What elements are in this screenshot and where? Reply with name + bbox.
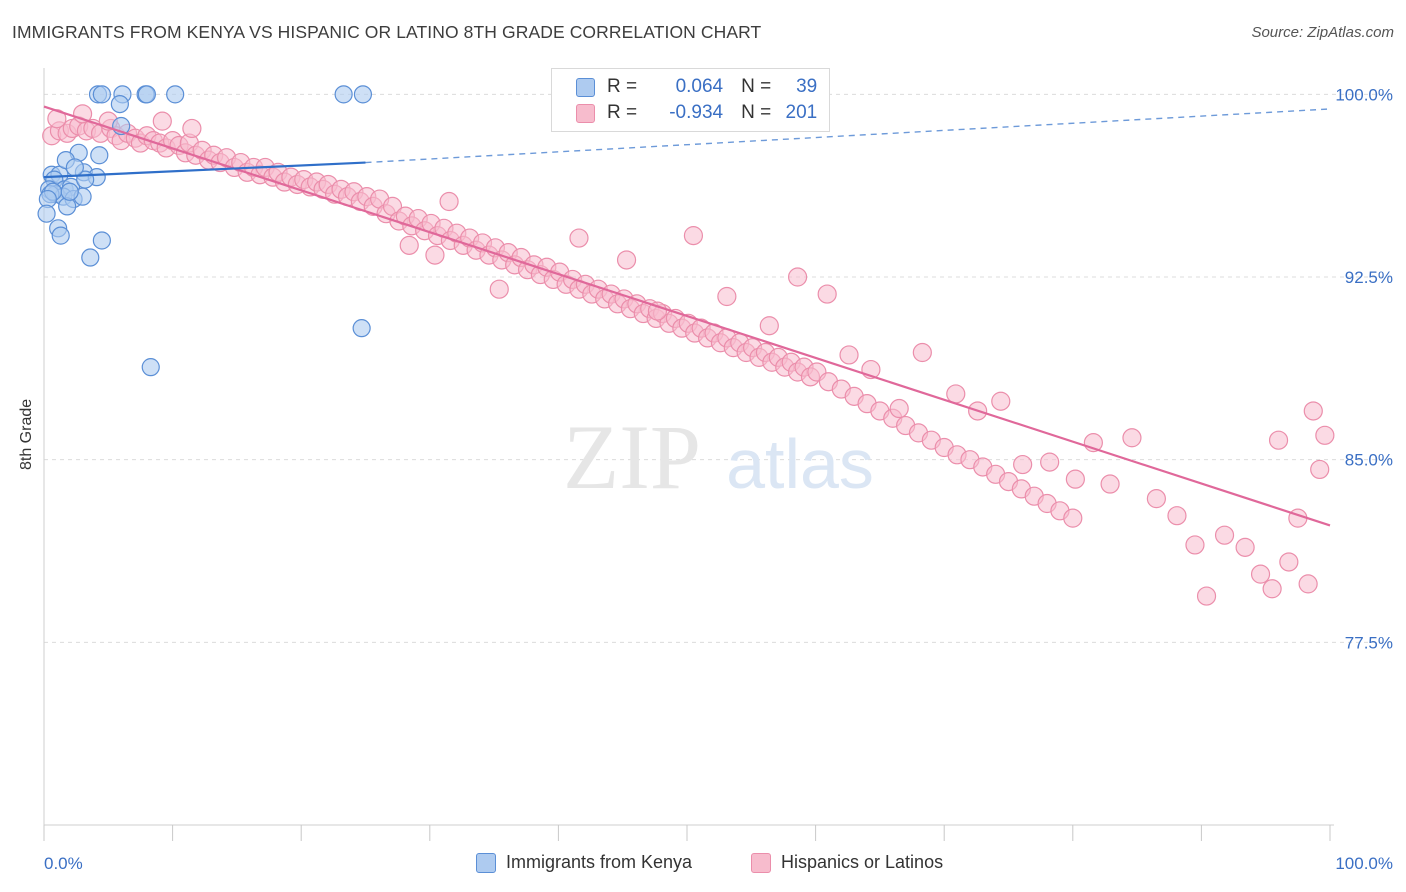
- legend-r-value-kenya: 0.064: [675, 76, 724, 97]
- latino-point: [889, 398, 909, 419]
- kenya-point: [90, 146, 109, 165]
- latino-point: [683, 226, 704, 246]
- latino-point: [1100, 474, 1120, 494]
- latino-point: [991, 391, 1011, 411]
- kenya-point: [110, 94, 129, 114]
- latino-point: [1063, 508, 1083, 528]
- legend-swatch-kenya: [576, 77, 595, 97]
- latino-point: [1268, 430, 1289, 450]
- latino-point: [1013, 454, 1033, 475]
- latino-point: [1146, 489, 1166, 509]
- x-tick-label: 0.0%: [44, 854, 83, 873]
- kenya-point: [65, 158, 84, 177]
- watermark-zip: ZIP: [563, 406, 701, 508]
- kenya-trend-line: [43, 161, 366, 179]
- latino-point: [946, 384, 966, 404]
- latino-point: [1262, 579, 1282, 599]
- legend-n-label: N =: [741, 102, 772, 123]
- latino-point: [1040, 452, 1060, 472]
- y-tick-labels: 77.5% 85.0% 92.5% 100.0%: [1335, 85, 1393, 652]
- y-tick-label: 77.5%: [1345, 633, 1393, 652]
- kenya-point: [60, 182, 79, 201]
- legend-row-latino: R = -0.934 N = 201: [576, 100, 817, 126]
- latino-point: [1310, 459, 1330, 480]
- latino-point: [817, 284, 837, 304]
- kenya-point: [141, 358, 160, 377]
- latino-point: [717, 286, 737, 307]
- gridlines: [44, 93, 1392, 643]
- latino-point: [152, 111, 172, 131]
- latino-point: [759, 316, 779, 336]
- latino-point: [1185, 535, 1205, 555]
- latino-point: [1250, 564, 1271, 584]
- latino-point: [912, 342, 932, 363]
- latino-point: [425, 245, 445, 265]
- latino-point: [489, 279, 509, 299]
- latino-point: [1303, 401, 1323, 421]
- kenya-point: [92, 231, 111, 250]
- axes: [43, 68, 1334, 841]
- bottom-legend-kenya: Immigrants from Kenya: [476, 852, 692, 873]
- legend-r-label: R =: [607, 102, 638, 123]
- source-credit: Source: ZipAtlas.com: [1251, 24, 1394, 41]
- kenya-point: [353, 85, 373, 104]
- trend-lines: [43, 105, 1331, 527]
- kenya-point: [166, 85, 185, 104]
- legend-n-label: N =: [741, 76, 772, 97]
- kenya-point: [37, 204, 56, 223]
- kenya-trend-extension: [365, 108, 1331, 164]
- latino-point: [1279, 552, 1299, 572]
- x-tick-labels: 0.0% 100.0%: [44, 854, 1393, 873]
- kenya-point: [92, 85, 111, 104]
- legend-r-value-latino: -0.934: [669, 102, 724, 123]
- latino-point: [787, 267, 808, 287]
- latino-point: [647, 301, 668, 321]
- latino-point: [1065, 469, 1085, 489]
- latino-point: [616, 250, 637, 270]
- kenya-points: [37, 85, 373, 377]
- latino-point: [1298, 574, 1318, 594]
- legend-n-value-kenya: 39: [796, 76, 818, 97]
- latino-point: [1235, 537, 1255, 557]
- kenya-point: [51, 226, 70, 245]
- legend-r-label: R =: [607, 76, 638, 97]
- kenya-point: [81, 248, 100, 267]
- watermark: ZIP atlas: [563, 406, 874, 508]
- kenya-point: [137, 85, 156, 104]
- latino-point: [439, 191, 459, 212]
- correlation-legend: R = 0.064 N = 39 R = -0.934 N = 201: [551, 68, 830, 132]
- legend-swatch-latino: [576, 103, 595, 123]
- y-tick-label: 85.0%: [1345, 451, 1393, 470]
- latino-point: [1214, 525, 1235, 545]
- bottom-legend-label-latino: Hispanics or Latinos: [781, 852, 944, 872]
- y-tick-label: 100.0%: [1335, 85, 1393, 104]
- x-tick-label: 100.0%: [1335, 854, 1393, 873]
- legend-row-kenya: R = 0.064 N = 39: [576, 74, 817, 100]
- kenya-point: [352, 319, 371, 338]
- latino-point: [1196, 586, 1217, 606]
- latino-point: [399, 235, 419, 255]
- y-tick-label: 92.5%: [1345, 268, 1393, 287]
- latino-point: [182, 118, 202, 139]
- bottom-legend-label-kenya: Immigrants from Kenya: [506, 852, 693, 872]
- latino-point: [839, 345, 859, 365]
- latino-point: [1167, 506, 1187, 526]
- watermark-atlas: atlas: [726, 425, 874, 503]
- kenya-point: [334, 85, 353, 104]
- chart-title: IMMIGRANTS FROM KENYA VS HISPANIC OR LAT…: [12, 22, 762, 42]
- latino-point: [569, 228, 589, 248]
- bottom-legend-latino: Hispanics or Latinos: [751, 852, 943, 873]
- bottom-legend-swatch-kenya: [476, 852, 496, 873]
- latino-point: [1122, 428, 1142, 448]
- latino-trend-line: [43, 105, 1331, 527]
- legend-n-value-latino: 201: [785, 102, 818, 123]
- latino-points: [42, 104, 1335, 606]
- latino-point: [1315, 425, 1335, 445]
- bottom-legend-swatch-latino: [751, 852, 771, 873]
